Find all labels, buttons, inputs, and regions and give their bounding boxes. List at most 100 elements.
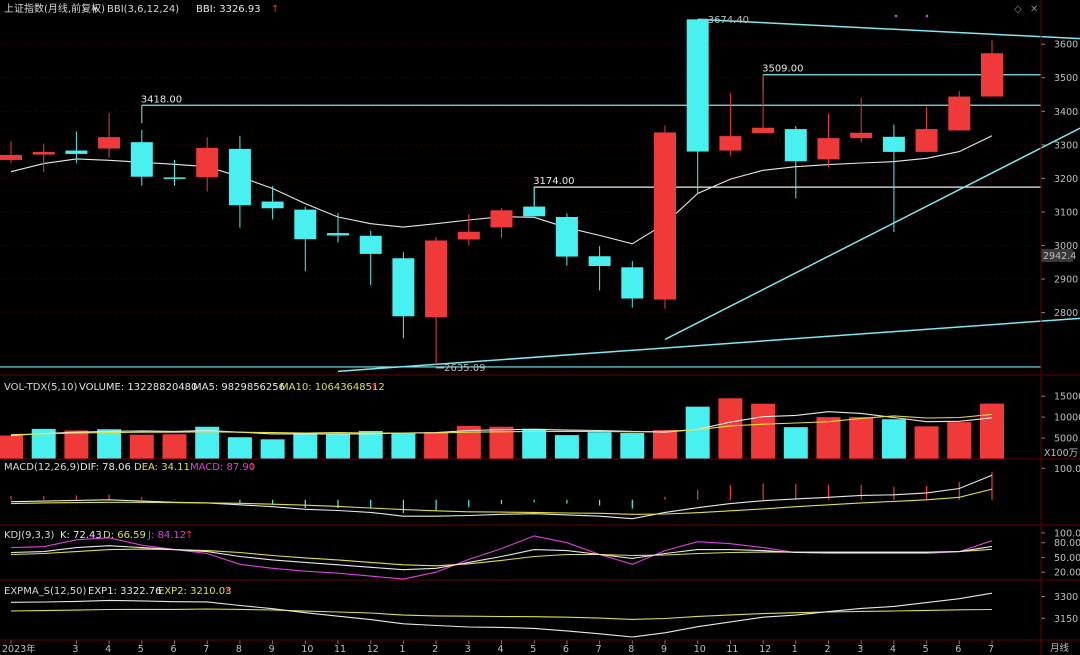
macd-tick-label: 100.0 bbox=[1054, 464, 1080, 475]
signal-dot bbox=[894, 14, 898, 18]
kdj-tick-label: 20.00 bbox=[1054, 568, 1080, 579]
x-tick-label: 9 bbox=[661, 644, 667, 655]
volume-bar bbox=[718, 398, 743, 459]
bbi-settings-icon[interactable]: ▾ bbox=[93, 5, 98, 15]
volume-up-arrow-icon: ↑ bbox=[370, 382, 378, 393]
macd-dea-value: DEA: 34.11 bbox=[134, 462, 190, 473]
volume-bar bbox=[849, 417, 874, 459]
candle-body bbox=[981, 53, 1003, 97]
candle-body bbox=[32, 151, 55, 155]
current-price-marker: 2942.4 bbox=[1041, 249, 1076, 262]
bbi-label[interactable]: BBI(3,6,12,24) bbox=[107, 4, 179, 15]
candle-body bbox=[555, 216, 578, 257]
level-label: 3174.00 bbox=[533, 176, 574, 187]
close-icon[interactable]: ✕ bbox=[1030, 4, 1038, 15]
expma-exp2-value: EXP2: 3210.03 bbox=[158, 586, 231, 597]
candle-body bbox=[948, 96, 971, 131]
x-tick-label: 6 bbox=[171, 644, 177, 655]
candle-body bbox=[163, 177, 186, 179]
volume-bar bbox=[522, 428, 547, 459]
macd-panel: 100.0 bbox=[10, 464, 1080, 520]
x-tick-label: 4 bbox=[890, 644, 896, 655]
volume-bar bbox=[293, 432, 318, 459]
level-label: 3509.00 bbox=[762, 64, 803, 75]
period-label[interactable]: 月线 bbox=[1050, 642, 1070, 654]
x-tick-label: 4 bbox=[105, 644, 111, 655]
volume-value: VOLUME: 13228820480 bbox=[79, 382, 197, 393]
candle-body bbox=[327, 233, 349, 236]
volume-bar bbox=[751, 403, 776, 459]
x-tick-label: 7 bbox=[203, 644, 209, 655]
bbi-value: BBI: 3326.93 bbox=[196, 4, 261, 15]
candlestick-panel: 3600 3500 3400 3300 3200 3100 3000 2900 2800 3418… bbox=[0, 14, 1080, 374]
volume-bar bbox=[587, 432, 612, 459]
x-tick-label: 2 bbox=[432, 644, 438, 655]
volume-tick-label: 5000 bbox=[1054, 434, 1078, 445]
volume-bar bbox=[129, 434, 154, 459]
x-tick-label: 9 bbox=[269, 644, 275, 655]
main-header: 上证指数(月线,前复权) ▾ BBI(3,6,12,24) BBI: 3326.… bbox=[4, 2, 1038, 15]
macd-label[interactable]: MACD(12,26,9) bbox=[4, 462, 80, 473]
volume-bar bbox=[685, 406, 710, 459]
x-tick-label: 4 bbox=[498, 644, 504, 655]
candle-body bbox=[817, 138, 840, 160]
x-tick-label: 3 bbox=[857, 644, 863, 655]
volume-bar bbox=[162, 434, 187, 459]
expma-tick-label: 3300 bbox=[1054, 592, 1078, 603]
volume-label[interactable]: VOL-TDX(5,10) bbox=[4, 382, 77, 393]
x-tick-label: 11 bbox=[334, 644, 346, 655]
volume-bar bbox=[260, 439, 285, 459]
price-tick-label: 3500 bbox=[1054, 73, 1078, 84]
candle-body bbox=[915, 129, 938, 152]
candle-body bbox=[588, 256, 611, 266]
expma-up-arrow-icon: ↑ bbox=[223, 586, 231, 597]
x-tick-label: 11 bbox=[726, 644, 738, 655]
candle-body bbox=[686, 19, 709, 152]
expma-exp1-line bbox=[10, 592, 993, 638]
expma-tick-label: 3150 bbox=[1054, 614, 1078, 625]
kdj-tick-label: 50.00 bbox=[1054, 553, 1080, 564]
x-tick-label: 2023年 bbox=[2, 643, 36, 655]
candle-body bbox=[523, 206, 546, 217]
level-label: 3418.00 bbox=[141, 94, 182, 105]
kdj-k-value: K: 72.43 bbox=[60, 530, 102, 541]
volume-bar bbox=[326, 434, 350, 459]
volume-bar bbox=[64, 430, 89, 459]
volume-ma10-line bbox=[10, 413, 993, 436]
x-tick-label: 5 bbox=[923, 644, 929, 655]
x-tick-label: 5 bbox=[138, 644, 144, 655]
chart-title: 上证指数(月线,前复权) bbox=[4, 2, 105, 15]
price-tick-label: 3200 bbox=[1054, 174, 1078, 185]
x-tick-label: 12 bbox=[759, 644, 771, 655]
trendline bbox=[664, 127, 1080, 341]
volume-bar bbox=[358, 430, 383, 459]
x-tick-label: 12 bbox=[367, 644, 379, 655]
candle-body bbox=[621, 267, 644, 299]
signal-dot bbox=[925, 14, 929, 18]
candle-body bbox=[752, 127, 775, 134]
x-tick-label: 1 bbox=[399, 644, 405, 655]
expma-header: EXPMA_S(12,50) EXP1: 3322.76 EXP2: 3210.… bbox=[4, 586, 231, 597]
price-tick-label: 3600 bbox=[1054, 40, 1078, 51]
volume-bar bbox=[227, 437, 252, 459]
bbi-up-arrow-icon: ↑ bbox=[271, 4, 279, 15]
x-tick-label: 8 bbox=[628, 644, 634, 655]
diamond-icon[interactable]: ◇ bbox=[1014, 4, 1022, 15]
volume-bar bbox=[980, 403, 1004, 459]
period-selector[interactable]: 月线 bbox=[1050, 642, 1070, 654]
volume-ma5-line bbox=[10, 411, 993, 437]
price-tick-label: 3100 bbox=[1054, 207, 1078, 218]
marker-label: 2635.09 bbox=[444, 363, 485, 374]
expma-label[interactable]: EXPMA_S(12,50) bbox=[4, 586, 87, 597]
kdj-j-value: J: 84.12 bbox=[147, 530, 186, 541]
volume-bar bbox=[947, 422, 972, 459]
kdj-d-value: D: 66.59 bbox=[103, 530, 146, 541]
candle-body bbox=[392, 258, 415, 317]
x-tick-label: 3 bbox=[72, 644, 78, 655]
volume-header: VOL-TDX(5,10) VOLUME: 13228820480 MA5: 9… bbox=[4, 382, 385, 393]
kdj-d-line bbox=[10, 548, 993, 567]
price-tick-label: 3000 bbox=[1054, 241, 1078, 252]
candle-body bbox=[196, 147, 219, 178]
kdj-label[interactable]: KDJ(9,3,3) bbox=[4, 530, 55, 541]
